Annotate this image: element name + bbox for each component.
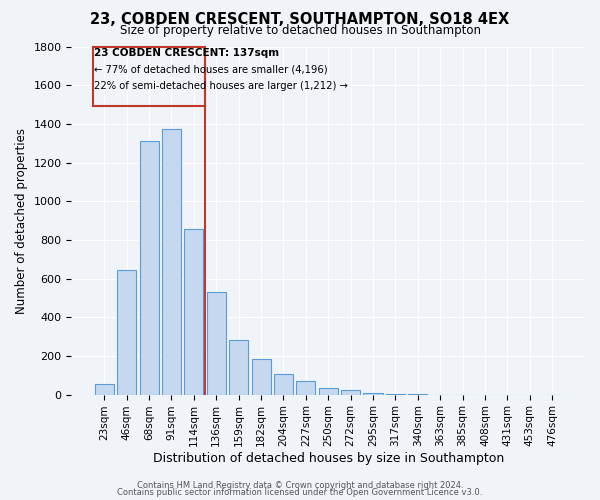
Bar bbox=[364, 392, 383, 394]
Text: Contains public sector information licensed under the Open Government Licence v3: Contains public sector information licen… bbox=[118, 488, 482, 497]
Bar bbox=[140, 142, 158, 394]
Bar bbox=[341, 390, 360, 394]
Bar bbox=[162, 128, 181, 394]
Bar bbox=[274, 374, 293, 394]
Bar bbox=[296, 382, 316, 394]
Bar bbox=[251, 359, 271, 394]
Bar bbox=[184, 230, 203, 394]
Text: Size of property relative to detached houses in Southampton: Size of property relative to detached ho… bbox=[119, 24, 481, 37]
Text: 22% of semi-detached houses are larger (1,212) →: 22% of semi-detached houses are larger (… bbox=[94, 82, 348, 92]
Y-axis label: Number of detached properties: Number of detached properties bbox=[15, 128, 28, 314]
Text: 23 COBDEN CRESCENT: 137sqm: 23 COBDEN CRESCENT: 137sqm bbox=[94, 48, 280, 58]
Bar bbox=[93, 46, 205, 106]
Text: ← 77% of detached houses are smaller (4,196): ← 77% of detached houses are smaller (4,… bbox=[94, 65, 328, 75]
Bar bbox=[117, 270, 136, 394]
Bar bbox=[95, 384, 114, 394]
Bar bbox=[319, 388, 338, 394]
Text: 23, COBDEN CRESCENT, SOUTHAMPTON, SO18 4EX: 23, COBDEN CRESCENT, SOUTHAMPTON, SO18 4… bbox=[91, 12, 509, 28]
X-axis label: Distribution of detached houses by size in Southampton: Distribution of detached houses by size … bbox=[152, 452, 504, 465]
Bar bbox=[229, 340, 248, 394]
Bar bbox=[207, 292, 226, 394]
Text: Contains HM Land Registry data © Crown copyright and database right 2024.: Contains HM Land Registry data © Crown c… bbox=[137, 480, 463, 490]
